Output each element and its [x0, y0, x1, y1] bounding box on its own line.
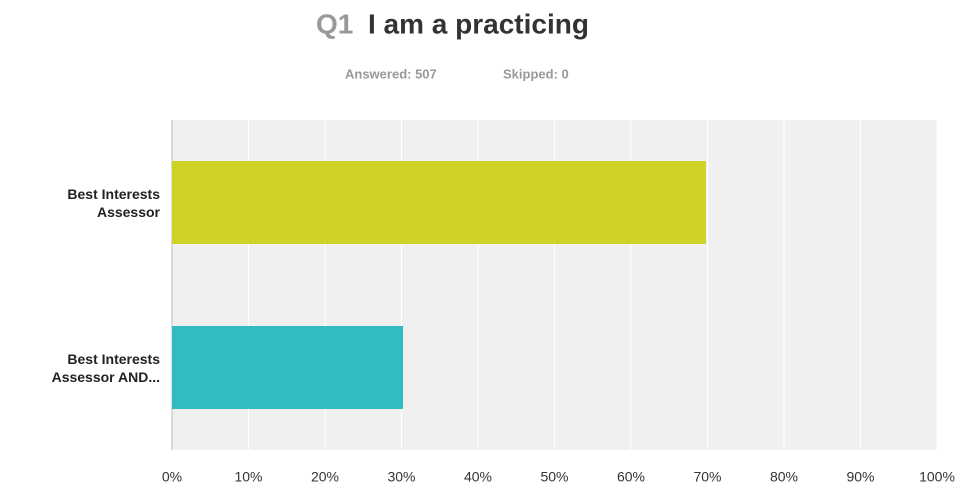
bar: [172, 161, 706, 244]
x-tick-label: 30%: [387, 469, 415, 485]
x-tick-label: 0%: [162, 469, 182, 485]
answered: Answered: 507: [345, 66, 437, 81]
skipped: Skipped: 0: [503, 66, 569, 81]
x-tick-label: 90%: [846, 469, 874, 485]
x-tick-label: 80%: [770, 469, 798, 485]
x-tick-label: 20%: [311, 469, 339, 485]
chart-title: I am a practicing: [368, 8, 589, 39]
x-tick-label: 40%: [464, 469, 492, 485]
bar: [172, 326, 404, 409]
category-label: Best Interests Assessor: [67, 185, 160, 220]
x-tick-label: 70%: [693, 469, 721, 485]
x-tick-label: 10%: [234, 469, 262, 485]
x-tick-label: 60%: [617, 469, 645, 485]
category-label: Best Interests Assessor AND...: [51, 350, 160, 385]
x-tick-label: 100%: [919, 469, 955, 485]
title-prefix: Q1: [316, 8, 353, 39]
x-tick-label: 50%: [540, 469, 568, 485]
